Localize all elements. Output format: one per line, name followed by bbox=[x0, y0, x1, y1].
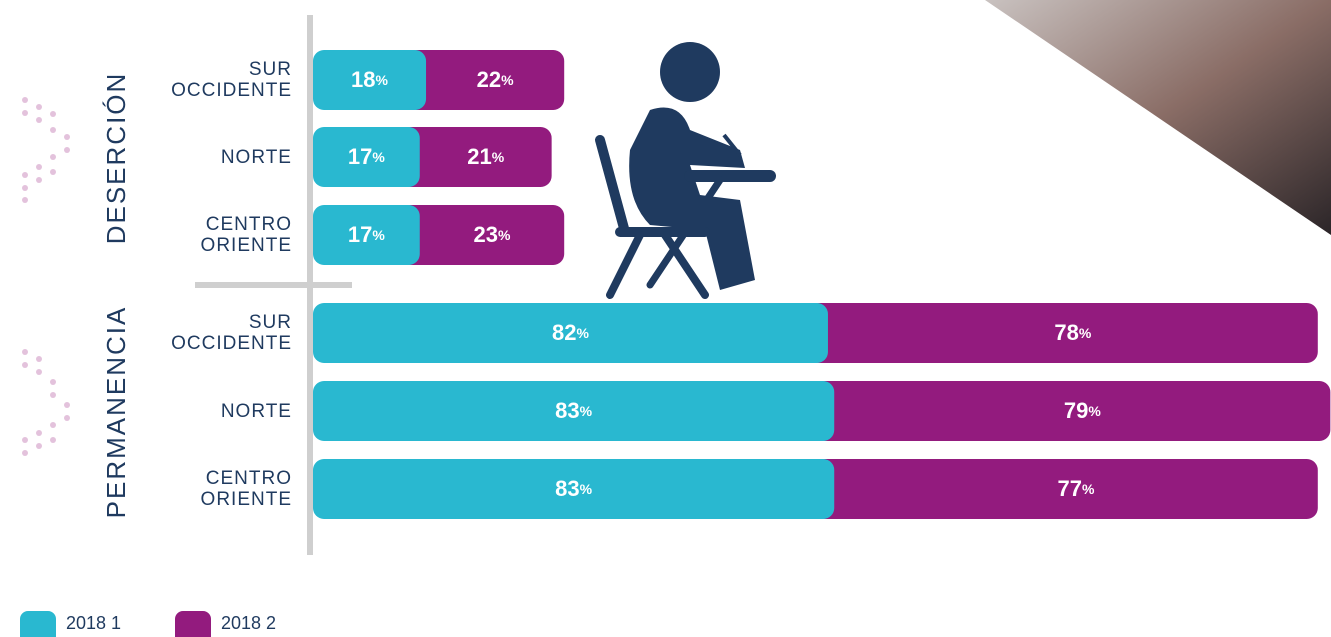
group-title: DESERCIÓN bbox=[101, 72, 131, 245]
bar bbox=[399, 127, 552, 187]
value-label: 18% bbox=[351, 67, 388, 92]
value-label: 17% bbox=[348, 222, 385, 247]
category-label: CENTRO ORIENTE bbox=[142, 459, 292, 519]
category-label: NORTE bbox=[142, 127, 292, 187]
legend-swatch bbox=[175, 611, 211, 637]
value-label: 83% bbox=[555, 398, 592, 423]
category-label: NORTE bbox=[142, 381, 292, 441]
bars: 18% 22% 17% 21% 17% 23% 82% 78% 83% 79% 83% 77% bbox=[313, 50, 1331, 519]
category-text: NORTE bbox=[220, 146, 292, 168]
value-label: 21% bbox=[467, 144, 504, 169]
legend-label: 2018 1 bbox=[66, 613, 121, 633]
category-text: NORTE bbox=[220, 400, 292, 422]
bar bbox=[814, 381, 1331, 441]
bar bbox=[313, 127, 420, 187]
bar bbox=[313, 303, 828, 363]
bar bbox=[399, 205, 565, 265]
category-text: SUR OCCIDENTE bbox=[171, 312, 292, 354]
category-text: SUR OCCIDENTE bbox=[171, 59, 292, 101]
bar bbox=[807, 303, 1318, 363]
value-label: 79% bbox=[1064, 398, 1101, 423]
photo bbox=[985, 0, 1331, 235]
dots bbox=[22, 97, 70, 456]
category-label: SUR OCCIDENTE bbox=[142, 303, 292, 363]
value-label: 83% bbox=[555, 476, 592, 501]
value-label: 17% bbox=[348, 144, 385, 169]
bar bbox=[313, 50, 427, 110]
value-label: 22% bbox=[477, 67, 514, 92]
group-title: PERMANENCIA bbox=[101, 306, 131, 519]
legend-label: 2018 2 bbox=[221, 613, 276, 633]
student-icon bbox=[595, 42, 776, 299]
bar bbox=[313, 459, 835, 519]
bar bbox=[313, 205, 420, 265]
category-label: SUR OCCIDENTE bbox=[142, 50, 292, 110]
category-text: CENTRO ORIENTE bbox=[200, 214, 292, 256]
category-label: CENTRO ORIENTE bbox=[142, 205, 292, 265]
value-label: 77% bbox=[1058, 476, 1095, 501]
value-label: 82% bbox=[552, 320, 589, 345]
value-label: 78% bbox=[1054, 320, 1091, 345]
value-label: 23% bbox=[474, 222, 511, 247]
bar bbox=[814, 459, 1318, 519]
bar bbox=[313, 381, 835, 441]
category-text: CENTRO ORIENTE bbox=[200, 468, 292, 510]
legend-swatch bbox=[20, 611, 56, 637]
bar bbox=[406, 50, 565, 110]
